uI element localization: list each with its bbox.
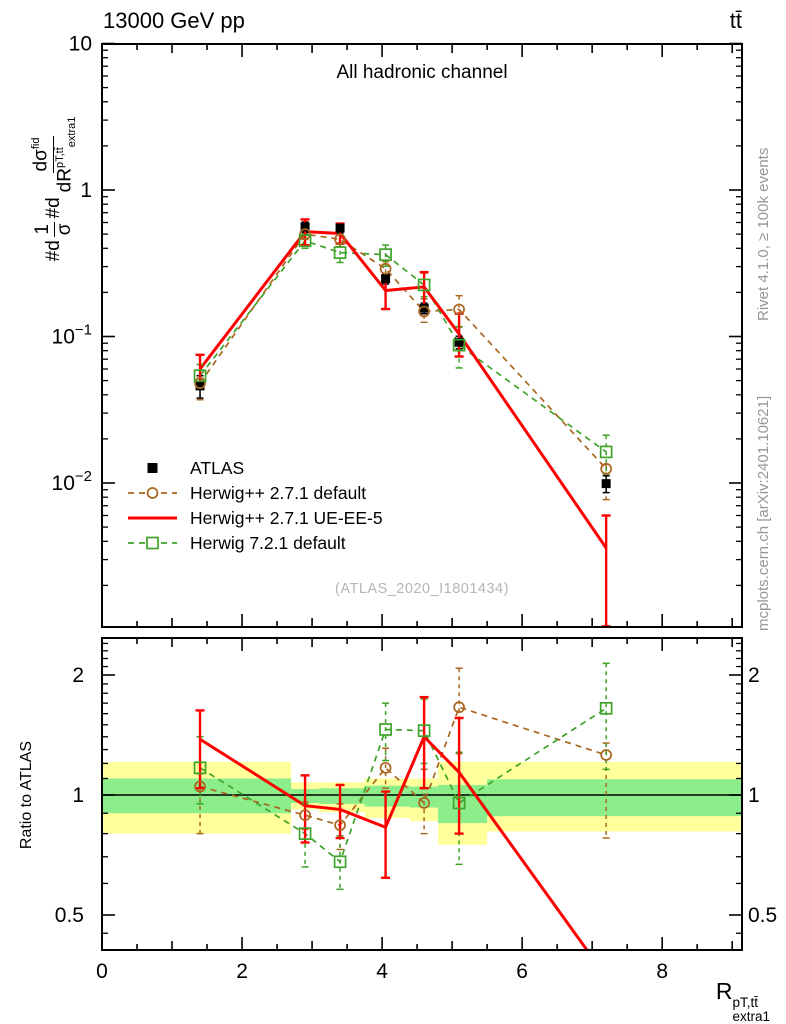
legend-label: Herwig++ 2.7.1 default: [190, 483, 366, 503]
data-point-marker: [454, 337, 464, 347]
stat-uncertainty-band: [364, 785, 411, 807]
svg-text:0.5: 0.5: [55, 904, 84, 927]
main-y-axis-label: #d 1 σ #d dσfid dRpT,tt̄extra1: [24, 38, 84, 338]
data-point-marker: [418, 305, 430, 318]
data-point-marker: [379, 248, 392, 261]
data-point-marker: [381, 274, 391, 284]
data-point-marker: [333, 855, 347, 869]
svg-text:0: 0: [96, 960, 108, 983]
svg-text:4: 4: [376, 960, 388, 983]
data-point-marker: [193, 369, 207, 383]
data-point-marker: [333, 246, 347, 259]
data-point-marker: [195, 381, 205, 391]
data-point-marker: [418, 797, 430, 809]
data-point-marker: [452, 338, 466, 352]
series-line: [199, 233, 607, 470]
data-point-marker: [194, 377, 206, 390]
ratio-y-axis-label: Ratio to ATLAS: [18, 740, 35, 850]
data-point-marker: [298, 234, 312, 248]
data-point-marker: [453, 303, 465, 316]
svg-text:2: 2: [72, 664, 84, 687]
data-point-marker: [334, 233, 346, 246]
data-point-marker: [379, 262, 392, 275]
data-point-marker: [335, 223, 345, 233]
legend-marker: [147, 463, 158, 473]
x-title-superscript: pT,tt̄: [732, 995, 758, 1010]
axes-and-ticks: 0 2 4 6 8 10 1 10−1 10−2 2 2 1 1 0.5 0.5: [52, 33, 778, 984]
svg-text:6: 6: [516, 960, 528, 983]
data-point-marker: [334, 819, 346, 832]
data-point-marker: [600, 749, 613, 761]
svg-text:10−1: 10−1: [52, 322, 92, 349]
data-point-marker: [599, 445, 613, 459]
svg-text:0.5: 0.5: [748, 904, 777, 927]
data-point-marker: [599, 701, 613, 715]
data-point-marker: [299, 809, 311, 822]
data-point-marker: [193, 761, 207, 775]
svg-text:1: 1: [72, 784, 84, 807]
mcplots-credit-label: mcplots.cern.ch [arXiv:2401.10621]: [755, 395, 772, 631]
stat-uncertainty-band: [438, 784, 488, 824]
stat-uncertainty-band: [487, 779, 742, 817]
plot-title: All hadronic channel: [336, 62, 508, 83]
beam-energy-label: 13000 GeV pp: [103, 8, 245, 33]
data-point-marker: [453, 701, 465, 714]
svg-text:2: 2: [748, 664, 760, 687]
process-label: tt̄: [729, 8, 742, 33]
legend-marker: [146, 487, 159, 499]
data-point-marker: [298, 827, 312, 840]
x-title-subscript: extra1: [732, 1009, 770, 1024]
svg-text:1: 1: [80, 179, 92, 202]
ylabel-fraction-2: dσfid dRpT,tt̄extra1: [30, 116, 78, 193]
ylabel-prefix-2: #d: [43, 197, 64, 219]
svg-text:8: 8: [656, 960, 668, 983]
data-point-marker: [601, 479, 611, 489]
legend-label: Herwig++ 2.7.1 UE-EE-5: [190, 508, 383, 528]
data-point-marker: [417, 724, 431, 738]
svg-text:1: 1: [748, 784, 760, 807]
legend-label: Herwig 7.2.1 default: [190, 533, 346, 553]
main-panel-series: [193, 218, 613, 627]
ylabel-fraction-1: 1 σ: [31, 222, 75, 237]
data-point-marker: [417, 278, 431, 292]
data-point-marker: [419, 303, 429, 313]
svg-text:10−2: 10−2: [52, 468, 92, 495]
series-line: [199, 239, 607, 453]
data-point-marker: [379, 723, 392, 736]
ratio-panel-series: [193, 662, 613, 950]
analysis-watermark: (ATLAS_2020_I1801434): [335, 581, 509, 597]
data-point-marker: [379, 761, 392, 774]
legend-marker: [146, 536, 159, 550]
data-point-marker: [600, 462, 613, 475]
svg-text:10: 10: [69, 33, 92, 56]
svg-text:2: 2: [236, 960, 248, 983]
data-point-marker: [299, 228, 311, 240]
ylabel-prefix-1: #d: [43, 240, 64, 262]
legend-label: ATLAS: [190, 458, 244, 478]
stat-uncertainty-band: [319, 788, 365, 804]
data-point-marker: [194, 780, 206, 793]
rivet-version-label: Rivet 4.1.0, ≥ 100k events: [755, 147, 772, 321]
data-point-marker: [300, 222, 310, 232]
legend: ATLAS Herwig++ 2.7.1 default Herwig++ 2.7.…: [128, 458, 383, 553]
data-point-marker: [452, 796, 466, 810]
